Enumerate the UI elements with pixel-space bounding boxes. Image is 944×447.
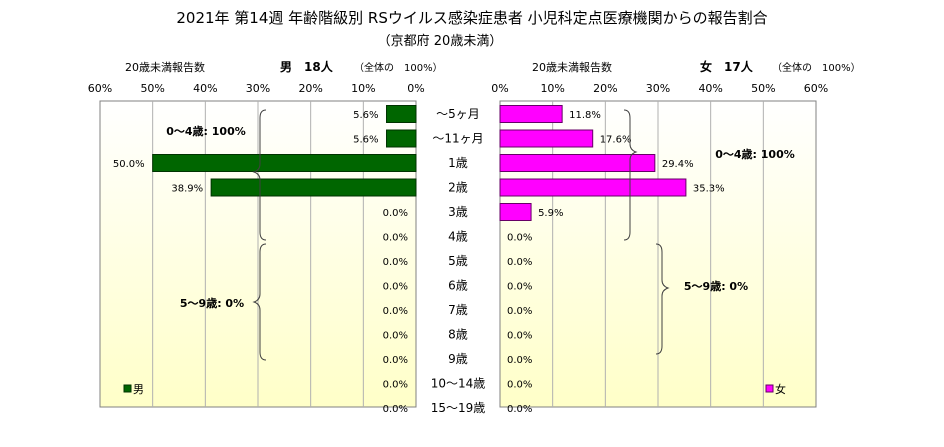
male-tick-label: 60% [88, 82, 112, 95]
male-data-label: 0.0% [383, 282, 408, 293]
female-data-label: 11.8% [569, 110, 601, 121]
female-data-label: 0.0% [507, 404, 532, 415]
male-bracket-5-9 [252, 243, 267, 361]
female-bar [499, 178, 687, 197]
male-bracket-0-4 [252, 109, 267, 241]
category-label: 7歳 [448, 303, 468, 317]
male-annotation-0-4: 0～4歳: 100% [166, 124, 246, 138]
male-tick-label: 40% [193, 82, 217, 95]
female-header-caption: 20歳未満報告数 [532, 61, 612, 74]
male-bar [210, 178, 417, 197]
category-label: 15～19歳 [431, 401, 486, 415]
male-data-label: 5.6% [353, 110, 378, 121]
female-data-label: 0.0% [507, 233, 532, 244]
male-data-label: 0.0% [383, 380, 408, 391]
female-legend-swatch [765, 384, 774, 393]
male-legend-label: 男 [133, 383, 144, 396]
male-data-label: 0.0% [383, 404, 408, 415]
female-data-label: 0.0% [507, 306, 532, 317]
male-tick-label: 30% [246, 82, 270, 95]
male-tick-label: 0% [407, 82, 424, 95]
male-header-caption: 20歳未満報告数 [125, 61, 205, 74]
female-data-label: 35.3% [693, 184, 725, 195]
male-bar [386, 105, 417, 123]
male-data-label: 38.9% [171, 184, 203, 195]
male-data-label: 5.6% [353, 135, 378, 146]
female-tick-label: 50% [751, 82, 775, 95]
male-annotation-5-9: 5～9歳: 0% [180, 296, 244, 310]
male-data-label: 0.0% [383, 331, 408, 342]
category-label: 8歳 [448, 328, 468, 342]
male-bar [152, 154, 417, 172]
category-label: 3歳 [448, 205, 468, 219]
female-legend-label: 女 [775, 382, 786, 396]
chart-subtitle: （京都府 20歳未満） [378, 34, 503, 49]
category-label: 6歳 [448, 279, 468, 293]
category-label: 9歳 [448, 352, 468, 366]
female-tick-label: 20% [593, 82, 617, 95]
female-annotation-5-9: 5～9歳: 0% [684, 279, 748, 293]
female-header-total: 女 17人 [700, 59, 754, 74]
category-label: ～5ヶ月 [436, 107, 480, 121]
female-data-label: 5.9% [538, 208, 563, 219]
category-label: ～11ヶ月 [432, 132, 483, 146]
female-bar [499, 154, 656, 172]
male-data-label: 0.0% [383, 208, 408, 219]
female-tick-label: 30% [646, 82, 670, 95]
female-data-label: 0.0% [507, 355, 532, 366]
category-label: 1歳 [448, 156, 468, 170]
male-data-label: 50.0% [113, 159, 145, 170]
female-data-label: 0.0% [507, 257, 532, 268]
female-tick-label: 60% [804, 82, 828, 95]
female-bar [499, 129, 594, 148]
category-label: 10～14歳 [431, 377, 486, 391]
male-data-label: 0.0% [383, 355, 408, 366]
male-header-total: 男 18人 [280, 59, 334, 74]
male-header-note: （全体の 100%） [354, 61, 443, 74]
chart-title: 2021年 第14週 年齢階級別 RSウイルス感染症患者 小児科定点医療機関から… [176, 9, 767, 27]
male-data-label: 0.0% [383, 306, 408, 317]
category-label: 4歳 [448, 230, 468, 244]
female-data-label: 0.0% [507, 380, 532, 391]
female-tick-label: 0% [491, 82, 508, 95]
male-bar [386, 129, 417, 148]
male-data-label: 0.0% [383, 257, 408, 268]
male-tick-label: 50% [140, 82, 164, 95]
male-tick-label: 10% [351, 82, 375, 95]
female-data-label: 0.0% [507, 331, 532, 342]
category-label: 2歳 [448, 181, 468, 195]
female-tick-label: 10% [540, 82, 564, 95]
female-data-label: 29.4% [662, 159, 694, 170]
male-tick-label: 20% [298, 82, 322, 95]
female-bar [499, 105, 563, 123]
female-data-label: 0.0% [507, 282, 532, 293]
male-data-label: 0.0% [383, 233, 408, 244]
female-bracket-5-9 [655, 243, 670, 355]
female-bracket-0-4 [623, 109, 638, 241]
female-annotation-0-4: 0～4歳: 100% [715, 147, 795, 161]
male-legend-swatch [123, 384, 132, 393]
female-data-label: 17.6% [600, 135, 632, 146]
female-header-note: （全体の 100%） [772, 61, 861, 74]
category-label: 5歳 [448, 254, 468, 268]
female-bar [499, 203, 532, 221]
female-tick-label: 40% [698, 82, 722, 95]
